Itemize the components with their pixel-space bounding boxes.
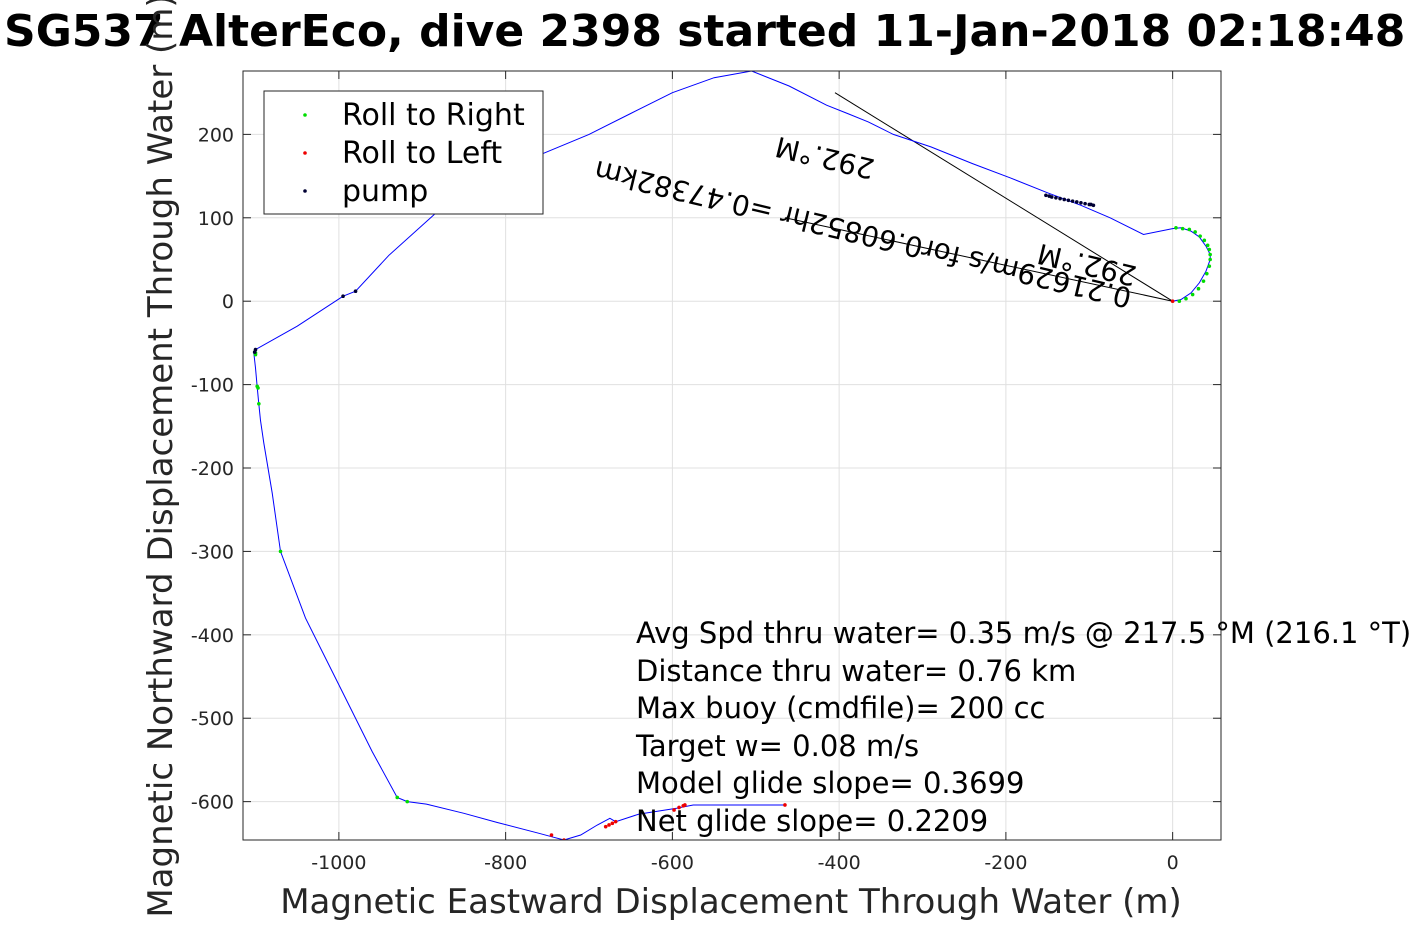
pump-point xyxy=(1047,194,1052,198)
y-tick-label: -400 xyxy=(191,625,234,647)
roll-to-right-point xyxy=(1177,299,1182,303)
legend: Roll to Right Roll to Left pump xyxy=(263,90,544,215)
roll-to-right-point xyxy=(1198,234,1202,238)
roll-to-left-point xyxy=(783,803,787,807)
roll-to-right-point xyxy=(1180,226,1185,231)
roll-to-left-point xyxy=(672,808,676,812)
roll-to-right-point xyxy=(1201,279,1206,283)
roll-to-right-point xyxy=(1187,227,1192,232)
roll-to-left-point xyxy=(683,803,687,807)
x-axis-label: Magnetic Eastward Displacement Through W… xyxy=(280,882,1182,922)
grid xyxy=(243,71,1221,840)
roll-to-right-point xyxy=(1184,296,1188,301)
roll-to-right-point xyxy=(1202,238,1207,243)
stat-max-buoy: Max buoy (cmdfile)= 200 cc xyxy=(636,691,1045,725)
legend-marker-pump xyxy=(303,189,307,193)
pump-point xyxy=(1074,200,1079,204)
roll-to-left-point xyxy=(603,824,608,829)
roll-to-right-point xyxy=(1208,257,1212,262)
chart-title: SG537 AlterEco, dive 2398 started 11-Jan… xyxy=(4,6,1405,57)
roll-to-right-point xyxy=(256,386,260,390)
roll-to-right-point xyxy=(1208,252,1212,257)
x-tick-label: -800 xyxy=(484,852,527,874)
pump-point xyxy=(1079,200,1083,205)
legend-box xyxy=(263,90,544,215)
pump-point xyxy=(252,350,257,354)
stat-avg-speed: Avg Spd thru water= 0.35 m/s @ 217.5 °M … xyxy=(636,616,1411,650)
x-tick-label: 0 xyxy=(1167,852,1179,874)
roll-to-left-point xyxy=(677,805,681,810)
y-tick-label: -600 xyxy=(191,792,234,814)
y-tick-label: -100 xyxy=(191,375,234,397)
y-tick-label: -200 xyxy=(191,458,234,480)
roll-to-right-point xyxy=(1207,264,1212,268)
y-tick-label: -300 xyxy=(191,541,234,563)
y-axis-label: Magnetic Northward Displacement Through … xyxy=(141,0,181,918)
pump-point xyxy=(1066,198,1071,203)
pump-point xyxy=(1062,197,1067,202)
axes-box xyxy=(242,70,1222,841)
legend-label-roll-left: Roll to Left xyxy=(342,136,502,171)
roll-to-right-point xyxy=(1190,292,1195,297)
stats-block: Avg Spd thru water= 0.35 m/s @ 217.5 °M … xyxy=(635,616,1411,838)
roll-to-right-point xyxy=(1207,247,1212,252)
roll-to-left-point xyxy=(613,819,618,824)
roll-to-left-point xyxy=(549,833,554,837)
stat-model-glide: Model glide slope= 0.3699 xyxy=(636,766,1024,800)
stat-target-w: Target w= 0.08 m/s xyxy=(635,729,919,763)
y-tick-label: 100 xyxy=(198,208,234,230)
roll-to-left-point xyxy=(610,821,615,826)
roll-to-left-point xyxy=(607,823,611,827)
stat-net-glide: Net glide slope= 0.2209 xyxy=(636,804,988,838)
pump-point xyxy=(1058,196,1062,201)
legend-marker-roll-left xyxy=(303,151,307,155)
roll-to-right-point xyxy=(1205,243,1210,248)
y-tick-label: 200 xyxy=(198,124,234,146)
series-group xyxy=(252,71,1212,840)
pump-point xyxy=(1089,202,1093,207)
pump-point xyxy=(341,294,345,298)
roll-to-right-point xyxy=(278,549,283,554)
axis-ticks: -1000 -800 -600 -400 -200 0-600-500-400-300-2… xyxy=(191,71,1221,874)
y-tick-label: 0 xyxy=(222,291,234,313)
legend-marker-roll-right xyxy=(303,113,307,117)
x-tick-label: -1000 xyxy=(311,852,366,874)
pump-point xyxy=(1054,195,1058,200)
legend-label-roll-right: Roll to Right xyxy=(342,98,525,133)
roll-to-right-point xyxy=(405,799,410,804)
roll-to-right-point xyxy=(395,795,400,800)
roll-to-left-point xyxy=(1170,299,1175,303)
roll-to-right-point xyxy=(1174,226,1178,230)
roll-to-right-point xyxy=(1205,271,1209,276)
roll-to-right-point xyxy=(1196,286,1201,291)
current-vector-line xyxy=(784,217,1173,302)
stat-distance: Distance thru water= 0.76 km xyxy=(636,654,1076,688)
pump-point xyxy=(1070,199,1075,203)
pump-point xyxy=(1044,193,1048,198)
pump-point xyxy=(1083,201,1087,206)
roll-to-right-point xyxy=(1193,230,1197,234)
legend-label-pump: pump xyxy=(342,174,428,209)
pump-point xyxy=(353,289,358,293)
x-tick-label: -200 xyxy=(984,852,1027,874)
x-tick-label: -400 xyxy=(818,852,861,874)
y-tick-label: -500 xyxy=(191,708,234,730)
x-tick-label: -600 xyxy=(651,852,694,874)
current-vector-line xyxy=(834,92,1173,302)
roll-to-right-point xyxy=(257,401,261,406)
current-vectors xyxy=(784,92,1173,302)
